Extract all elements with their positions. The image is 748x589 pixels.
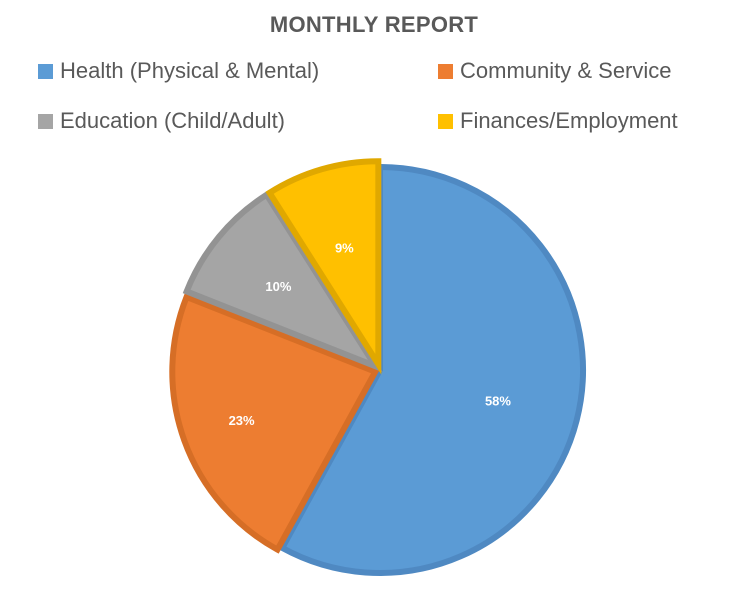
- legend-label-health: Health (Physical & Mental): [60, 58, 320, 83]
- legend-label-finances: Finances/Employment: [460, 108, 678, 133]
- pie-slice-finances: [265, 158, 382, 375]
- legend-item-education: Education (Child/Adult): [38, 108, 285, 134]
- legend-item-finances: Finances/Employment: [438, 108, 678, 134]
- legend-label-community: Community & Service: [460, 58, 672, 83]
- legend-label-education: Education (Child/Adult): [60, 108, 286, 133]
- data-label-community: 23%: [229, 413, 255, 428]
- legend-item-community: Community & Service: [438, 58, 672, 84]
- legend-item-health: Health (Physical & Mental): [38, 58, 319, 84]
- data-label-education: 10%: [265, 279, 291, 294]
- chart-title: MONTHLY REPORT: [269, 12, 479, 37]
- pie-slice-education: [182, 190, 383, 373]
- legend-swatch-finances: [438, 113, 453, 129]
- data-label-health: 58%: [485, 393, 511, 408]
- legend-swatch-community: [438, 63, 453, 79]
- legend-swatch-education: [38, 113, 53, 129]
- pie-slice-community: [169, 293, 380, 554]
- data-label-finances: 9%: [335, 240, 354, 255]
- legend-swatch-health: [38, 63, 53, 79]
- pie-slice-health: [278, 163, 586, 576]
